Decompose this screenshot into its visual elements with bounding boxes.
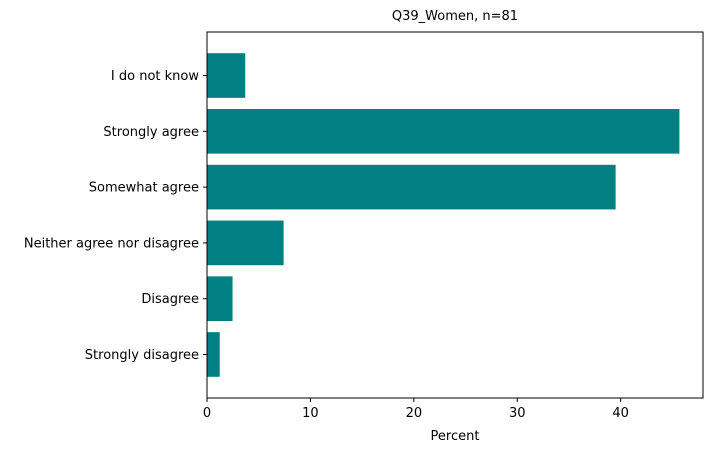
y-tick-label: I do not know <box>111 69 199 84</box>
x-tick-label: 10 <box>302 406 319 421</box>
y-tick-label: Neither agree nor disagree <box>24 236 199 251</box>
chart-title: Q39_Women, n=81 <box>392 9 518 24</box>
bar <box>207 164 616 210</box>
x-tick-label: 30 <box>509 406 526 421</box>
y-tick-label: Disagree <box>141 292 199 307</box>
bar <box>207 332 220 377</box>
x-tick-label: 0 <box>203 406 211 421</box>
y-tick-label: Strongly agree <box>103 125 199 140</box>
bar <box>207 276 233 322</box>
x-tick-label: 20 <box>406 406 423 421</box>
bar <box>207 53 246 98</box>
x-axis: 0 10 20 30 40 <box>203 398 629 421</box>
bars-group <box>207 53 680 377</box>
plot-frame <box>206 31 704 399</box>
bar <box>207 108 680 154</box>
y-tick-label: Somewhat agree <box>89 181 199 196</box>
bar <box>207 220 284 266</box>
y-tick-label: Strongly disagree <box>85 348 199 363</box>
x-axis-label: Percent <box>431 429 480 444</box>
x-tick-label: 40 <box>612 406 629 421</box>
y-axis: Strongly disagree Disagree Neither agree n… <box>24 69 207 363</box>
